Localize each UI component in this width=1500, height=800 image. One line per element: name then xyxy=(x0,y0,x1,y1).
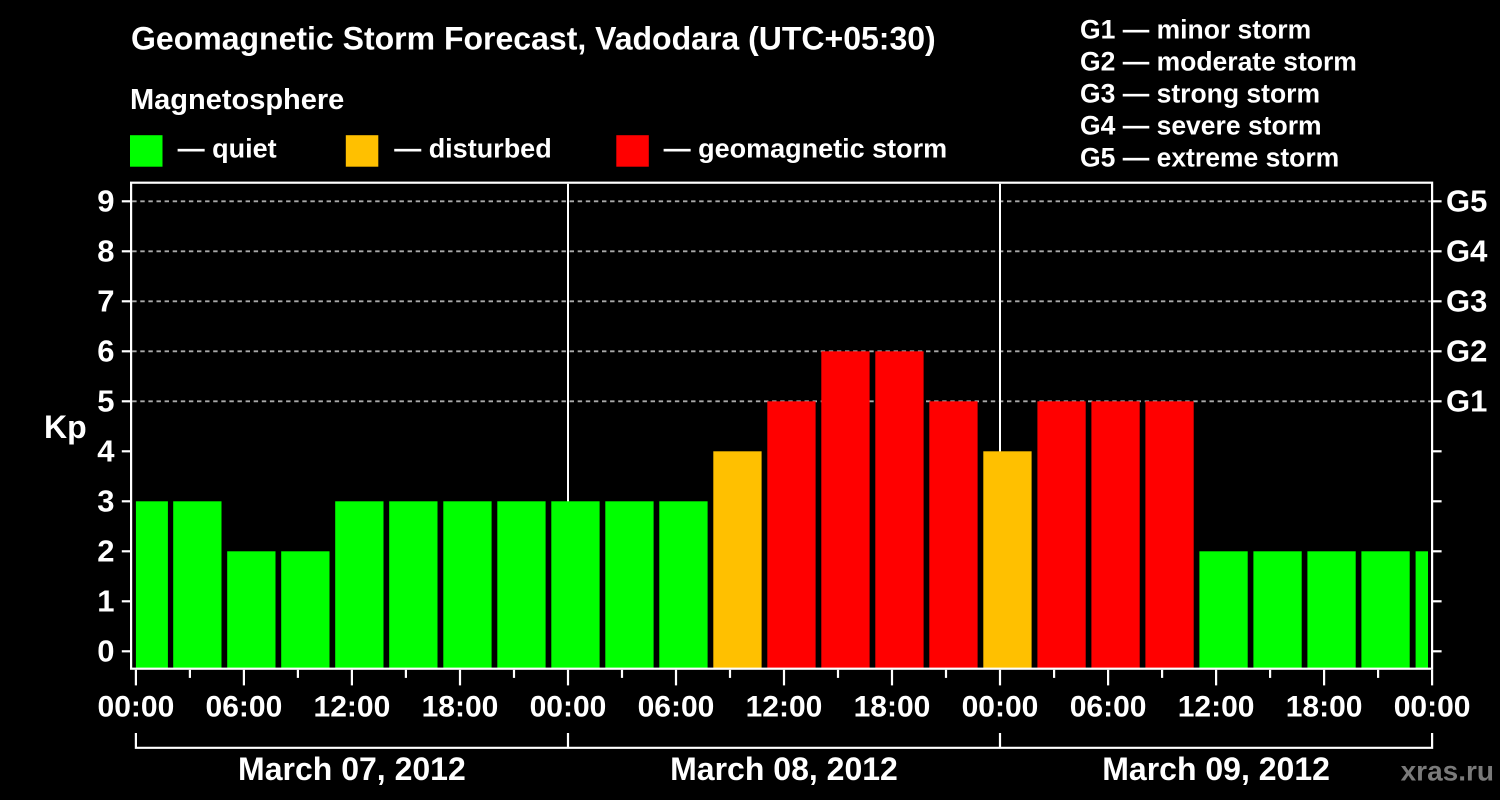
svg-text:March 08, 2012: March 08, 2012 xyxy=(670,751,898,787)
svg-text:0: 0 xyxy=(97,634,114,669)
svg-text:G5: G5 xyxy=(1446,184,1487,219)
svg-text:06:00: 06:00 xyxy=(206,691,283,724)
svg-text:3: 3 xyxy=(97,484,114,519)
svg-text:18:00: 18:00 xyxy=(854,691,931,724)
svg-text:— disturbed: — disturbed xyxy=(394,134,552,164)
svg-text:12:00: 12:00 xyxy=(314,691,391,724)
svg-text:— quiet: — quiet xyxy=(178,134,277,164)
svg-text:March 07, 2012: March 07, 2012 xyxy=(238,751,466,787)
svg-text:12:00: 12:00 xyxy=(1178,691,1255,724)
svg-text:18:00: 18:00 xyxy=(422,691,499,724)
svg-text:Geomagnetic Storm Forecast, Va: Geomagnetic Storm Forecast, Vadodara (UT… xyxy=(131,21,936,57)
svg-text:12:00: 12:00 xyxy=(746,691,823,724)
svg-text:00:00: 00:00 xyxy=(1394,691,1471,724)
svg-text:G2: G2 xyxy=(1446,334,1487,369)
svg-text:G4 — severe storm: G4 — severe storm xyxy=(1080,111,1322,141)
svg-text:G4: G4 xyxy=(1446,234,1488,269)
svg-text:18:00: 18:00 xyxy=(1286,691,1363,724)
svg-text:06:00: 06:00 xyxy=(1070,691,1147,724)
svg-text:G1 — minor storm: G1 — minor storm xyxy=(1080,15,1311,45)
svg-text:6: 6 xyxy=(97,334,114,369)
svg-text:9: 9 xyxy=(97,184,114,219)
svg-text:xras.ru: xras.ru xyxy=(1401,756,1494,787)
svg-text:— geomagnetic storm: — geomagnetic storm xyxy=(664,134,948,164)
svg-text:8: 8 xyxy=(97,234,114,269)
svg-text:Magnetosphere: Magnetosphere xyxy=(130,84,344,116)
svg-text:5: 5 xyxy=(97,384,114,419)
svg-text:1: 1 xyxy=(97,584,114,619)
svg-text:00:00: 00:00 xyxy=(98,691,175,724)
svg-text:Kp: Kp xyxy=(44,409,87,445)
svg-text:G5 — extreme storm: G5 — extreme storm xyxy=(1080,143,1339,173)
svg-text:G3 — strong storm: G3 — strong storm xyxy=(1080,79,1320,109)
svg-text:00:00: 00:00 xyxy=(530,691,607,724)
svg-text:G2 — moderate storm: G2 — moderate storm xyxy=(1080,47,1357,77)
svg-text:2: 2 xyxy=(97,534,114,569)
svg-text:7: 7 xyxy=(97,284,114,319)
svg-text:06:00: 06:00 xyxy=(638,691,715,724)
svg-text:G1: G1 xyxy=(1446,384,1487,419)
svg-text:4: 4 xyxy=(97,434,115,469)
svg-text:G3: G3 xyxy=(1446,284,1487,319)
svg-text:00:00: 00:00 xyxy=(962,691,1039,724)
svg-text:March 09, 2012: March 09, 2012 xyxy=(1102,751,1330,787)
